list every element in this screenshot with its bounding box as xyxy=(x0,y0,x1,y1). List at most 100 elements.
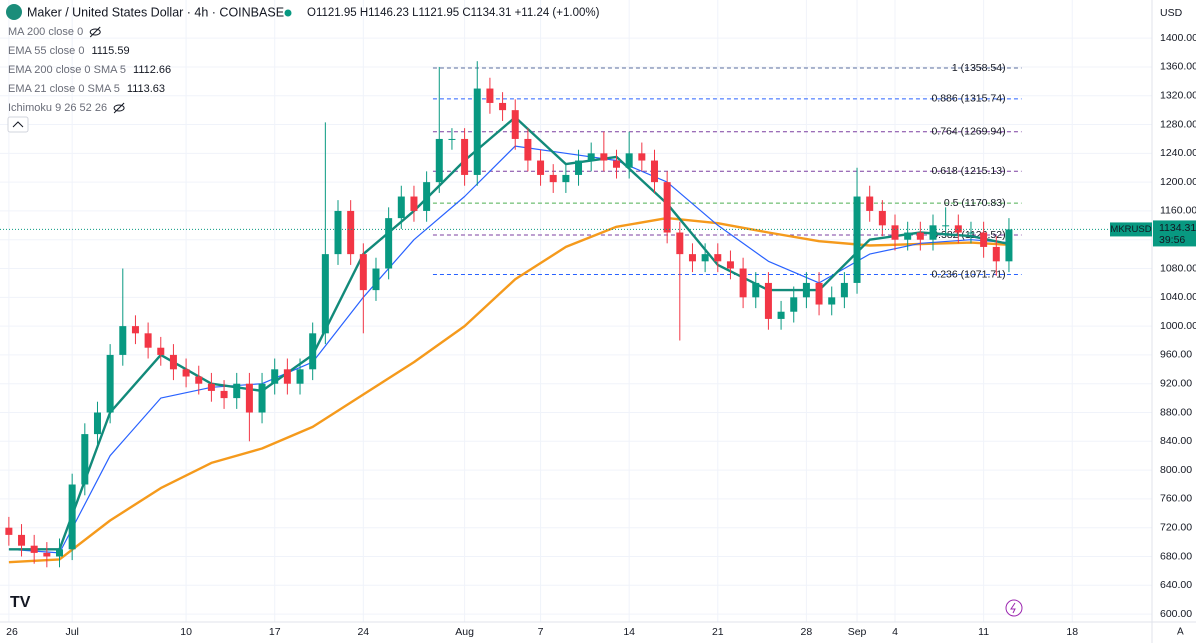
candle-body xyxy=(663,182,671,233)
x-tick-label: Sep xyxy=(848,626,867,638)
y-tick-label: 720.00 xyxy=(1160,521,1192,533)
candle-body xyxy=(119,326,127,355)
candle-body xyxy=(473,88,481,175)
candle-body xyxy=(93,412,101,435)
candle-body xyxy=(448,138,456,140)
x-tick-label: 26 xyxy=(6,626,18,638)
candle-body xyxy=(106,354,114,413)
candle-body xyxy=(777,311,785,319)
x-tick-label: 14 xyxy=(623,626,635,638)
candle-body xyxy=(131,326,139,334)
candle-body xyxy=(195,376,203,384)
candle-body xyxy=(714,254,722,262)
x-tick-label: 21 xyxy=(712,626,724,638)
candle-body xyxy=(207,383,215,391)
candle-body xyxy=(359,254,367,291)
market-status xyxy=(284,9,292,17)
candle-body xyxy=(30,545,38,553)
candle-body xyxy=(752,282,760,298)
x-tick-label: 17 xyxy=(269,626,281,638)
candle-body xyxy=(309,333,317,370)
candle-body xyxy=(954,225,962,233)
scale-mode[interactable]: A xyxy=(1177,627,1184,638)
indicator-name[interactable]: EMA 55 close 0 xyxy=(8,45,84,57)
candle-body xyxy=(1005,229,1013,262)
indicator-value: 1112.66 xyxy=(133,64,171,76)
fib-label: 1 (1358.54) xyxy=(952,62,1006,74)
y-tick-label: 920.00 xyxy=(1160,377,1192,389)
price-tag xyxy=(1153,220,1196,247)
y-tick-label: 680.00 xyxy=(1160,550,1192,562)
collapse-button[interactable] xyxy=(7,116,29,133)
candle-body xyxy=(904,232,912,240)
candle-body xyxy=(764,282,772,319)
event-icon[interactable] xyxy=(1005,599,1023,617)
hidden-icon[interactable] xyxy=(89,28,101,36)
candle-body xyxy=(182,369,190,377)
candle-body xyxy=(81,434,89,485)
candle-body xyxy=(891,225,899,240)
candle-body xyxy=(676,232,684,255)
y-tick-label: 800.00 xyxy=(1160,464,1192,476)
candle-body xyxy=(18,534,26,546)
fib-label: 0.236 (1071.71) xyxy=(931,268,1005,280)
currency[interactable]: USD xyxy=(1160,7,1183,19)
candle-body xyxy=(334,210,342,255)
candle-body xyxy=(638,153,646,161)
candles xyxy=(5,61,1013,568)
indicator-name[interactable]: Ichimoku 9 26 52 26 xyxy=(8,102,107,114)
candle-body xyxy=(435,138,443,183)
candle-body xyxy=(347,210,355,255)
candle-body xyxy=(524,138,532,161)
symbol-title[interactable]: Maker / United States Dollar · 4h · COIN… xyxy=(27,5,284,19)
x-tick-label: 10 xyxy=(180,626,192,638)
candle-body xyxy=(790,297,798,312)
indicator-name[interactable]: EMA 21 close 0 SMA 5 xyxy=(8,83,120,95)
candle-body xyxy=(423,182,431,211)
tv-logo: TV xyxy=(10,594,31,611)
y-tick-label: 1280.00 xyxy=(1160,118,1196,130)
candle-body xyxy=(169,354,177,370)
candle-body xyxy=(992,246,1000,262)
candle-body xyxy=(967,232,975,234)
candle-body xyxy=(942,225,950,227)
x-tick-label: Jul xyxy=(65,626,78,638)
y-tick-label: 760.00 xyxy=(1160,493,1192,505)
symbol-logo xyxy=(6,4,22,20)
fib-label: 0.5 (1170.83) xyxy=(944,197,1006,209)
indicator-name[interactable]: EMA 200 close 0 SMA 5 xyxy=(8,64,126,76)
y-tick-label: 840.00 xyxy=(1160,435,1192,447)
candle-body xyxy=(486,88,494,103)
candle-body xyxy=(271,369,279,384)
candle-body xyxy=(916,232,924,240)
x-tick-label: 28 xyxy=(801,626,813,638)
candle-body xyxy=(5,527,13,535)
candle-body xyxy=(537,160,545,175)
y-tick-label: 1200.00 xyxy=(1160,176,1196,188)
candle-body xyxy=(802,282,810,298)
symbol-tag xyxy=(1110,222,1152,237)
indicator-value: 1113.63 xyxy=(127,83,165,95)
candle-body xyxy=(385,218,393,269)
candle-body xyxy=(233,383,241,399)
candle-body xyxy=(866,196,874,211)
candle-body xyxy=(600,153,608,161)
candle-body xyxy=(245,383,253,413)
hidden-icon-slash xyxy=(113,102,125,114)
candle-body xyxy=(372,268,380,291)
hidden-icon-slash xyxy=(89,26,101,38)
indicator-name[interactable]: MA 200 close 0 xyxy=(8,26,83,38)
y-tick-label: 1320.00 xyxy=(1160,90,1196,102)
candle-body xyxy=(739,268,747,298)
candle-body xyxy=(840,282,848,298)
legend: MA 200 close 0 EMA 55 close 0 1115.59 EMA 2… xyxy=(8,26,171,114)
hidden-icon[interactable] xyxy=(113,104,125,112)
candle-body xyxy=(220,390,228,399)
candle-body xyxy=(144,333,152,348)
y-tick-label: 880.00 xyxy=(1160,406,1192,418)
fib-label: 0.764 (1269.94) xyxy=(931,126,1005,138)
candle-body xyxy=(511,110,519,139)
candle-body xyxy=(283,369,291,384)
